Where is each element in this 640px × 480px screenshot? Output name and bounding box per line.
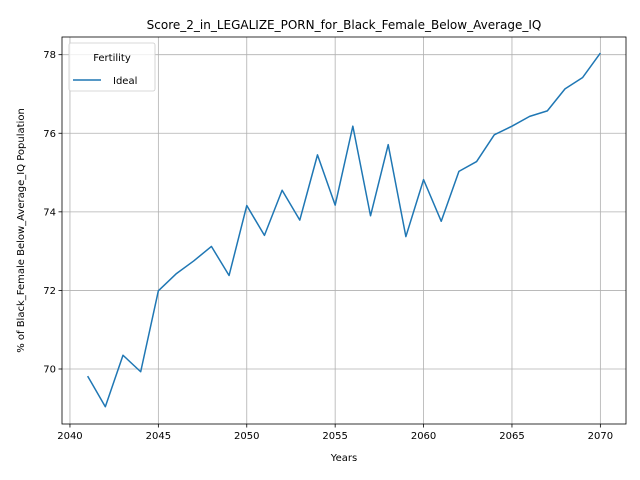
x-tick-label: 2060: [411, 431, 436, 442]
legend-title: Fertility: [93, 53, 131, 64]
legend: Fertility Ideal: [68, 42, 156, 92]
x-tick-label: 2045: [146, 431, 171, 442]
series-layer: [86, 52, 601, 408]
ticks: 2040 2045 2050 2055 2060 2065 2070 70 72 74 76 78: [43, 50, 613, 442]
x-tick-label: 2055: [322, 431, 347, 442]
legend-label-ideal: Ideal: [113, 76, 137, 87]
plot-frame: [61, 36, 627, 425]
x-tick-label: 2070: [588, 431, 613, 442]
y-axis-label: % of Black_Female Below_Average_IQ Popul…: [16, 108, 27, 353]
y-tick-label: 70: [43, 364, 56, 375]
x-tick-label: 2040: [57, 431, 82, 442]
y-tick-label: 78: [43, 50, 56, 61]
y-tick-label: 72: [43, 286, 56, 297]
y-tick-label: 76: [43, 129, 56, 140]
chart-title: Score_2_in_LEGALIZE_PORN_for_Black_Femal…: [147, 18, 542, 32]
grid: [62, 37, 626, 424]
x-tick-label: 2065: [499, 431, 524, 442]
legend-box: [68, 42, 156, 92]
x-axis-label: Years: [330, 453, 357, 464]
y-tick-label: 74: [43, 207, 56, 218]
x-tick-label: 2050: [234, 431, 259, 442]
series-line-ideal: [86, 52, 601, 408]
